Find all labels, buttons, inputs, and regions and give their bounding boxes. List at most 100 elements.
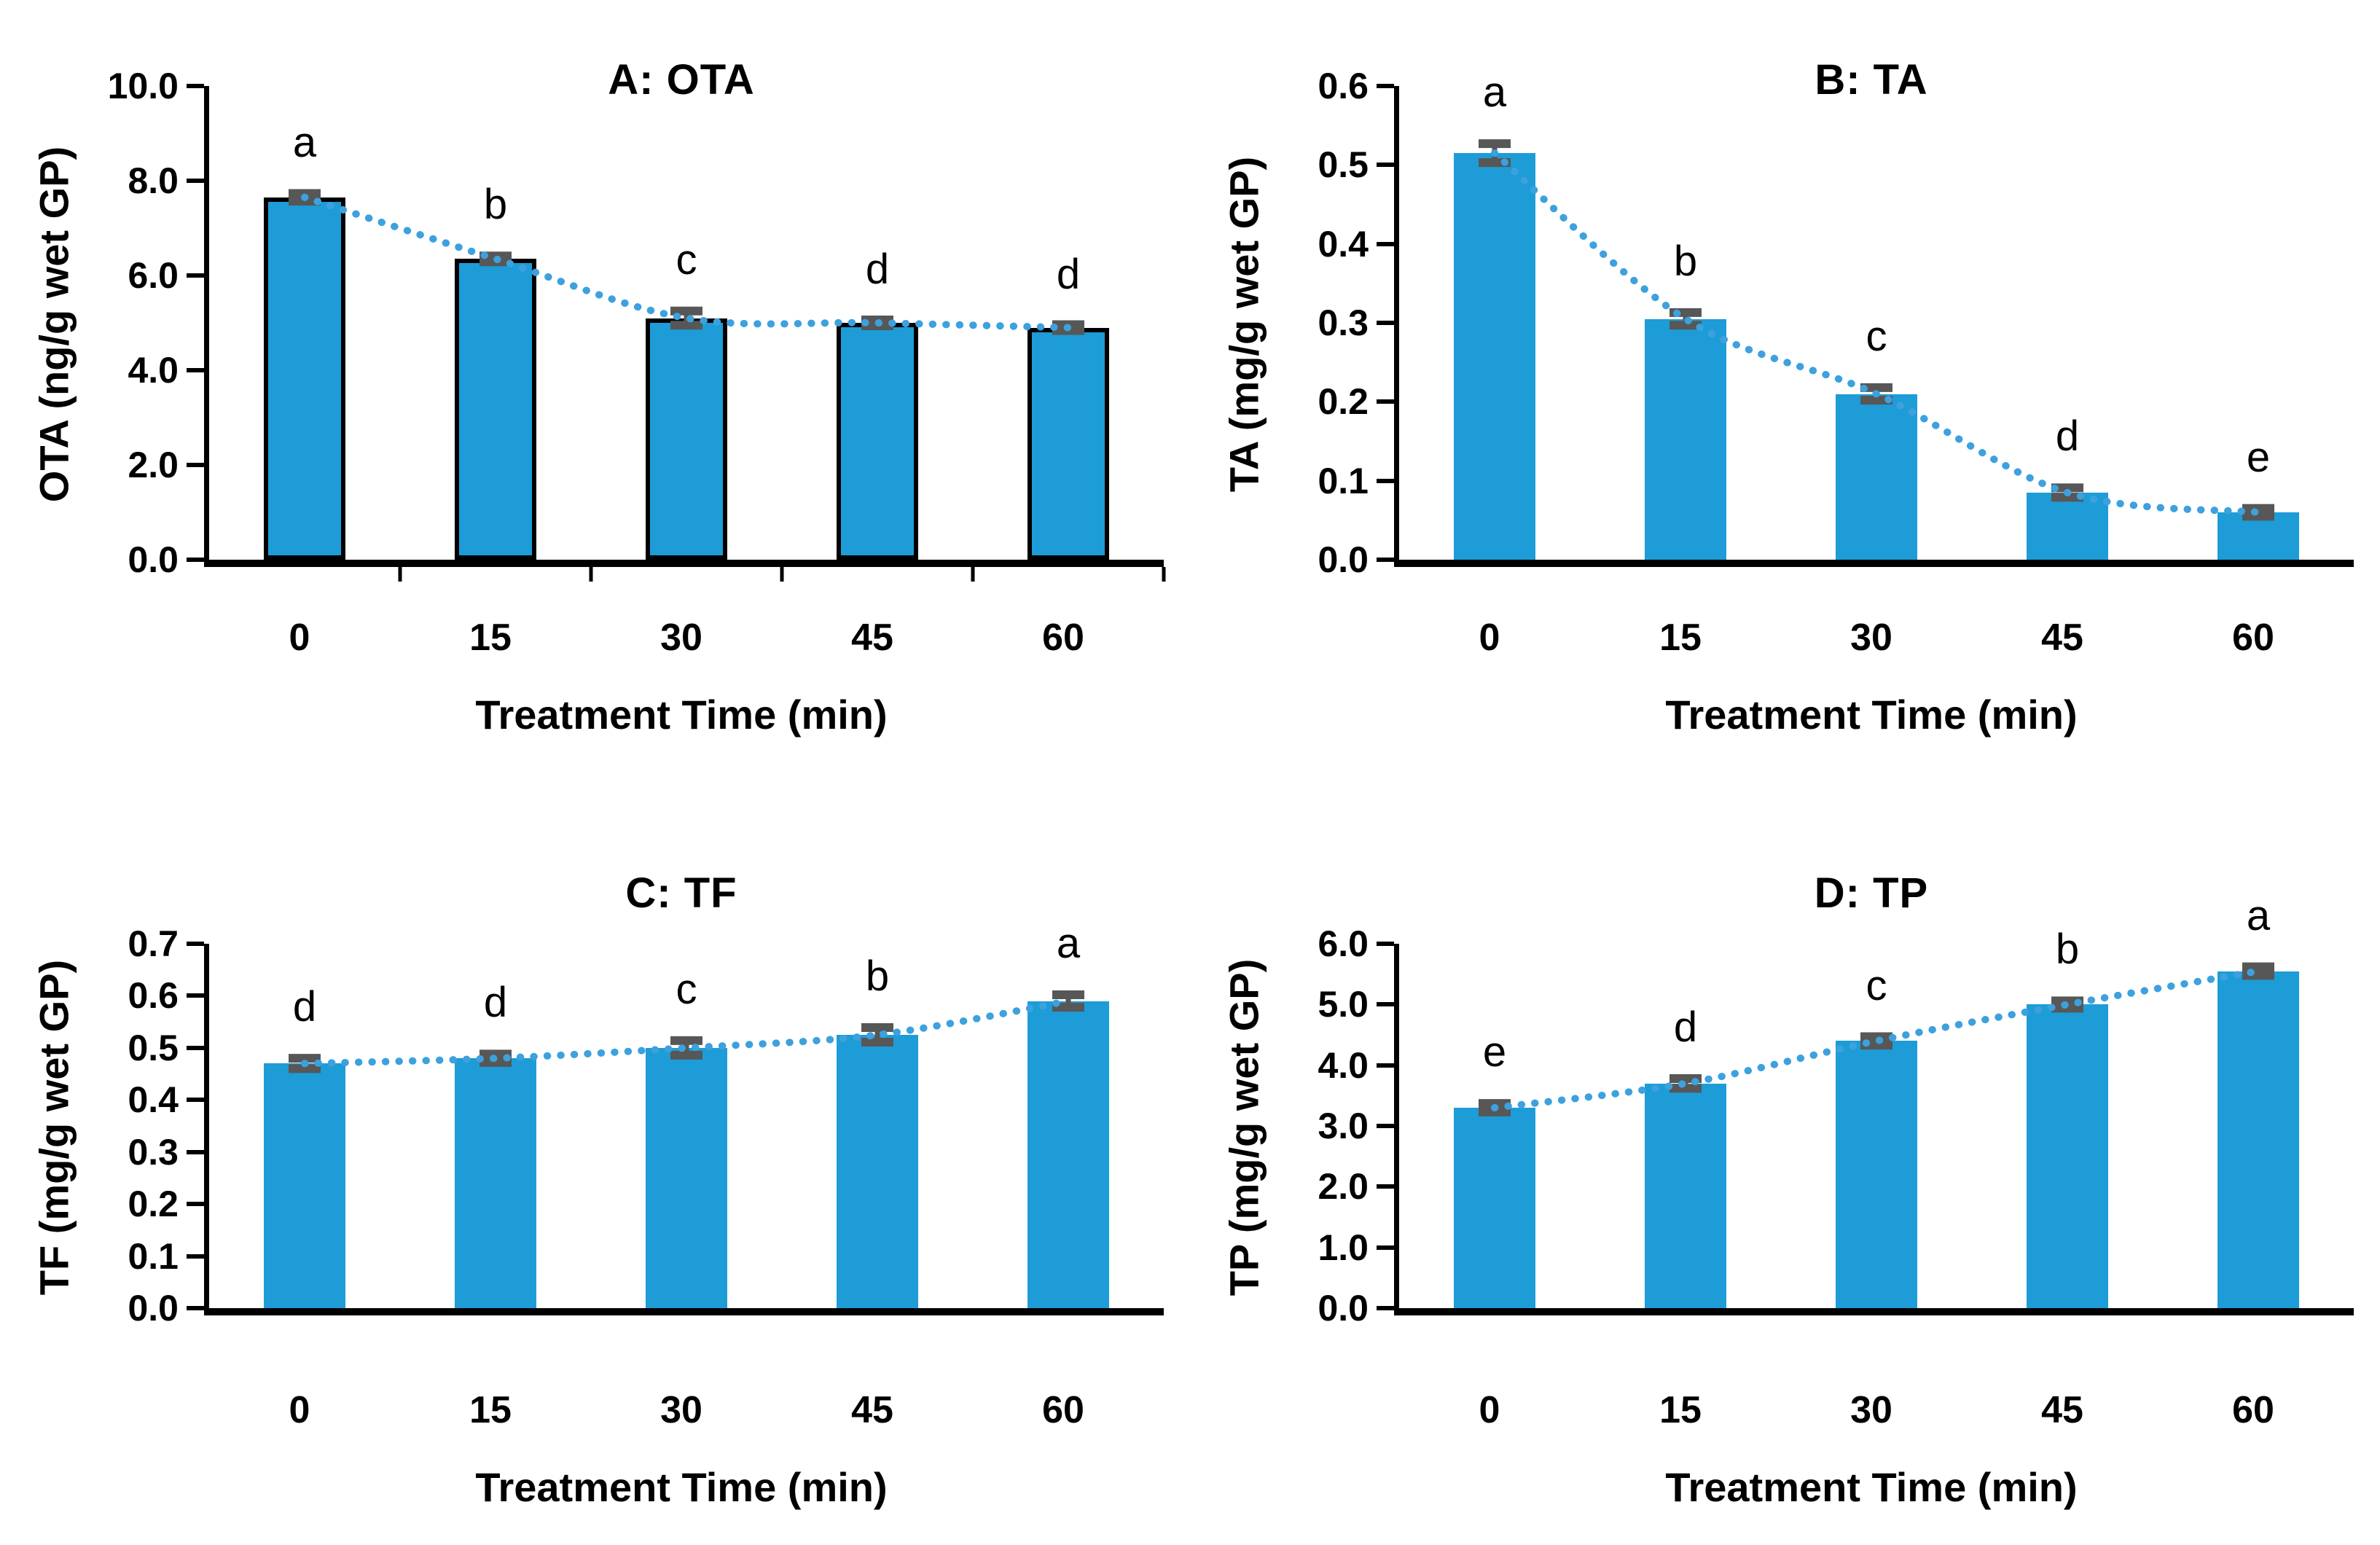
y-tick-mark (1377, 1245, 1394, 1250)
sig-letter: c (676, 965, 697, 1013)
sig-letter: e (1482, 1028, 1507, 1076)
y-tick-mark (1377, 478, 1394, 483)
y-tick-label: 0.0 (1318, 539, 1369, 580)
bar-60min (2217, 512, 2299, 560)
sig-letter: a (292, 118, 317, 166)
x-category-label: 30 (660, 1389, 702, 1431)
x-axis-title: Treatment Time (min) (1665, 692, 2078, 738)
x-category-label: 15 (469, 1389, 512, 1431)
y-tick-label: 0.5 (1318, 144, 1369, 186)
y-tick-label: 4.0 (128, 350, 179, 391)
x-axis-title: Treatment Time (min) (475, 1464, 888, 1510)
bar-30min (1836, 394, 1917, 560)
y-tick-label: 5.0 (1318, 984, 1369, 1025)
x-category-labels: 0 15 30 45 60 (204, 1388, 1159, 1432)
sig-letter: a (2246, 891, 2271, 939)
y-tick-label: 0.5 (128, 1027, 179, 1068)
y-tick-label: 0.3 (1318, 302, 1369, 343)
bar-0min (264, 1063, 345, 1308)
sig-letter: c (1866, 961, 1887, 1009)
panel-title: C: TF (625, 869, 737, 918)
x-category-label: 60 (1042, 1389, 1084, 1431)
x-category-label: 45 (851, 1389, 893, 1431)
y-tick-label: 0.0 (128, 539, 179, 580)
bar-15min (455, 1058, 536, 1308)
sig-letter: b (483, 181, 508, 229)
panel-c-tf: C: TF TF (mg/g wet GP) 0.7 0.6 0.5 0.4 0.3 0.… (0, 772, 1190, 1545)
x-axis-title: Treatment Time (min) (1665, 1464, 2078, 1510)
plot-area: 0.6 0.5 0.4 0.3 0.2 0.1 0.0 a b c d e (1318, 68, 2354, 578)
x-axis-title: Treatment Time (min) (475, 692, 888, 738)
x-category-label: 45 (2041, 617, 2083, 659)
y-tick-mark (1377, 241, 1394, 246)
y-tick-mark (187, 1202, 204, 1207)
bar-60min (1027, 327, 1109, 560)
panel-title: D: TP (1814, 869, 1929, 918)
sig-letter: d (1673, 1004, 1698, 1051)
y-tick-label: 10.0 (107, 66, 179, 106)
x-category-label: 15 (1659, 617, 1702, 659)
bar-0min (264, 197, 345, 560)
sig-letter: a (1482, 69, 1507, 117)
y-tick-mark (187, 1306, 204, 1310)
y-tick-mark (187, 273, 204, 278)
y-tick-mark (187, 1045, 204, 1050)
y-tick-mark (187, 368, 204, 372)
x-category-labels: 0 15 30 45 60 (204, 616, 1159, 660)
bar-0min (1454, 153, 1535, 560)
panel-d-tp: D: TP TP (mg/g wet GP) 6.0 5.0 4.0 3.0 2.0 1.… (1190, 772, 2380, 1545)
y-tick-label: 6.0 (128, 255, 179, 296)
y-tick-label: 6.0 (1318, 923, 1369, 964)
plot-area: 0.7 0.6 0.5 0.4 0.3 0.2 0.1 0.0 d d c b a (128, 921, 1164, 1326)
y-tick-mark (187, 942, 204, 946)
bar-30min (646, 1047, 727, 1308)
y-tick-label: 4.0 (1318, 1044, 1369, 1086)
bar-45min (2027, 1004, 2108, 1308)
sig-letter: d (292, 983, 317, 1031)
x-category-label: 45 (2041, 1389, 2083, 1431)
y-tick-label: 0.6 (1318, 66, 1369, 106)
y-tick-mark (1377, 1184, 1394, 1189)
y-tick-label: 0.2 (1318, 381, 1369, 423)
bar-15min (455, 259, 536, 560)
y-tick-mark (187, 179, 204, 183)
plot-area: 6.0 5.0 4.0 3.0 2.0 1.0 0.0 e d c b a (1318, 893, 2354, 1326)
y-tick-mark (187, 993, 204, 998)
y-tick-label: 1.0 (1318, 1227, 1369, 1268)
y-tick-mark (1377, 321, 1394, 325)
y-tick-mark (1377, 163, 1394, 168)
sig-letter: b (1673, 237, 1698, 285)
y-tick-mark (187, 558, 204, 562)
bar-45min (2027, 492, 2108, 560)
sig-letter: c (1866, 312, 1887, 360)
sig-letter: d (1056, 250, 1081, 298)
y-tick-label: 0.0 (128, 1288, 179, 1329)
sig-letter: b (2055, 926, 2080, 974)
bar-15min (1645, 318, 1726, 560)
bar-45min (837, 323, 918, 560)
x-category-label: 60 (2232, 1389, 2274, 1431)
x-category-label: 0 (289, 617, 310, 659)
x-category-labels: 0 15 30 45 60 (1394, 616, 2349, 660)
x-category-label: 15 (469, 617, 512, 659)
bar-0min (1454, 1108, 1535, 1308)
y-tick-label: 0.2 (128, 1184, 179, 1225)
y-tick-label: 0.6 (128, 975, 179, 1017)
y-tick-mark (1377, 1306, 1394, 1310)
y-tick-mark (187, 84, 204, 88)
y-tick-mark (187, 463, 204, 467)
x-category-label: 30 (1850, 617, 1892, 659)
y-tick-mark (1377, 558, 1394, 562)
y-tick-mark (187, 1253, 204, 1259)
x-category-label: 60 (1042, 617, 1084, 659)
y-tick-label: 0.4 (1318, 223, 1369, 265)
y-tick-label: 2.0 (1318, 1166, 1369, 1208)
bar-30min (1836, 1041, 1917, 1308)
panel-title: A: OTA (608, 56, 755, 104)
y-tick-mark (1377, 1124, 1394, 1128)
y-tick-label: 0.1 (128, 1235, 179, 1277)
sig-letter: d (865, 245, 890, 293)
y-tick-label: 0.7 (128, 923, 179, 964)
y-tick-label: 0.3 (128, 1131, 179, 1173)
